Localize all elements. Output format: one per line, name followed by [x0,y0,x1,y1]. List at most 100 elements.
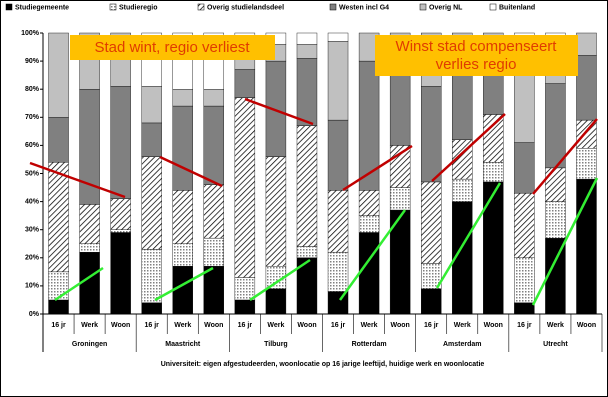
bar-segment [358,215,380,233]
annotation-box [375,35,578,76]
trend-line [29,161,126,199]
annotation-box [70,35,275,60]
bar-segment [141,122,162,157]
bar-segment [452,178,473,202]
bar-segment [110,198,131,230]
bar-segment [420,181,442,264]
x-tick-label: 16 jr [144,322,159,329]
x-tick-label: Werk [267,322,284,329]
trend-line [338,209,407,301]
group-label: Utrecht [543,341,568,348]
x-tick-label: Woon [484,322,503,329]
bar-segment [79,243,100,253]
y-tick-label: 80% [25,86,40,93]
bar-segment [483,114,504,163]
legend-label: Buitenland [499,4,535,11]
x-tick-label: Werk [81,322,98,329]
bar-segment [110,86,131,199]
bar-segment [576,32,597,56]
bar-segment [141,156,162,250]
bar-segment [79,204,100,244]
bar-segment [514,142,535,194]
bar-segment [296,246,318,258]
legend-swatch [197,3,205,11]
bar-segment [172,266,193,315]
y-tick-label: 30% [25,227,40,234]
annotation: verlies regio [436,56,517,73]
group-label: Maastricht [165,341,201,348]
legend-swatch [329,3,337,11]
group-label: Amsterdam [443,341,482,348]
bar-segment [141,86,162,124]
trend-line [249,258,311,302]
annotations: Stad wint, regio verliest Winst stad com… [29,35,599,306]
legend-swatch [489,3,497,11]
bar-segment [172,88,193,107]
bar-segment [327,190,349,253]
bar-segment [48,271,69,301]
legend-label: Studiegemeente [15,4,69,11]
y-tick-label: 70% [25,114,40,121]
legend-label: Overig NL [429,4,463,11]
annotation: Winst stad compenseert [396,38,558,55]
x-tick-label: Woon [577,322,596,329]
group-label: Tilburg [264,341,288,348]
legend-swatch [109,3,117,11]
bar-segment [483,181,504,315]
x-tick-label: 16 jr [517,322,532,329]
trend-line [244,97,314,126]
annotation: Stad wint, regio verliest [94,39,250,56]
trend-line [532,118,598,195]
bar-segment [420,86,442,183]
y-tick-label: 90% [25,58,40,65]
x-tick-label: Werk [547,322,564,329]
bar-segment [576,55,597,121]
bar-segment [296,32,318,45]
bar-segment [327,251,349,292]
legend-label: Westen incl G4 [339,4,389,11]
y-tick-label: 20% [25,255,40,262]
bar-segment [172,190,193,244]
bar-segment [48,32,69,118]
trend-line [435,182,502,289]
bar-segment [172,243,193,267]
x-tick-label: 16 jr [424,322,439,329]
bar-segment [265,288,287,315]
bar-segment [358,190,380,216]
bar-segment [203,237,225,267]
x-tick-label: Werk [174,322,191,329]
legend-swatch [419,3,427,11]
bar-segment [172,105,193,191]
y-tick-label: 0% [29,311,40,318]
bar-segment [545,83,566,169]
bar-segment [48,162,69,273]
bar-segment [483,162,504,183]
bar-segment [296,44,318,59]
x-tick-label: 16 jr [331,322,346,329]
bar-segment [545,201,566,239]
x-axis-title: Universiteit: eigen afgestudeerden, woon… [161,361,485,368]
legend-label: Studieregio [119,4,158,11]
bar-segment [389,187,411,211]
x-tick-label: Woon [297,322,316,329]
x-tick-label: 16 jr [51,322,66,329]
bar-segment [141,302,162,315]
trend-line [431,113,506,182]
y-tick-label: 50% [25,170,40,177]
bar-segment [296,125,318,247]
bar-segment [110,232,131,315]
bar-segment [110,229,131,233]
trend-line [54,266,104,302]
trend-line [531,177,599,306]
bar-segment [514,302,535,315]
trend-line [342,144,413,192]
bar-segment [389,145,411,188]
bar-segment [358,232,380,315]
x-tick-label: Werk [361,322,378,329]
bar-segment [358,60,380,191]
bar-segment [296,58,318,126]
bar-segment [234,97,256,278]
y-tick-label: 10% [25,283,40,290]
bar-segment [48,299,69,315]
